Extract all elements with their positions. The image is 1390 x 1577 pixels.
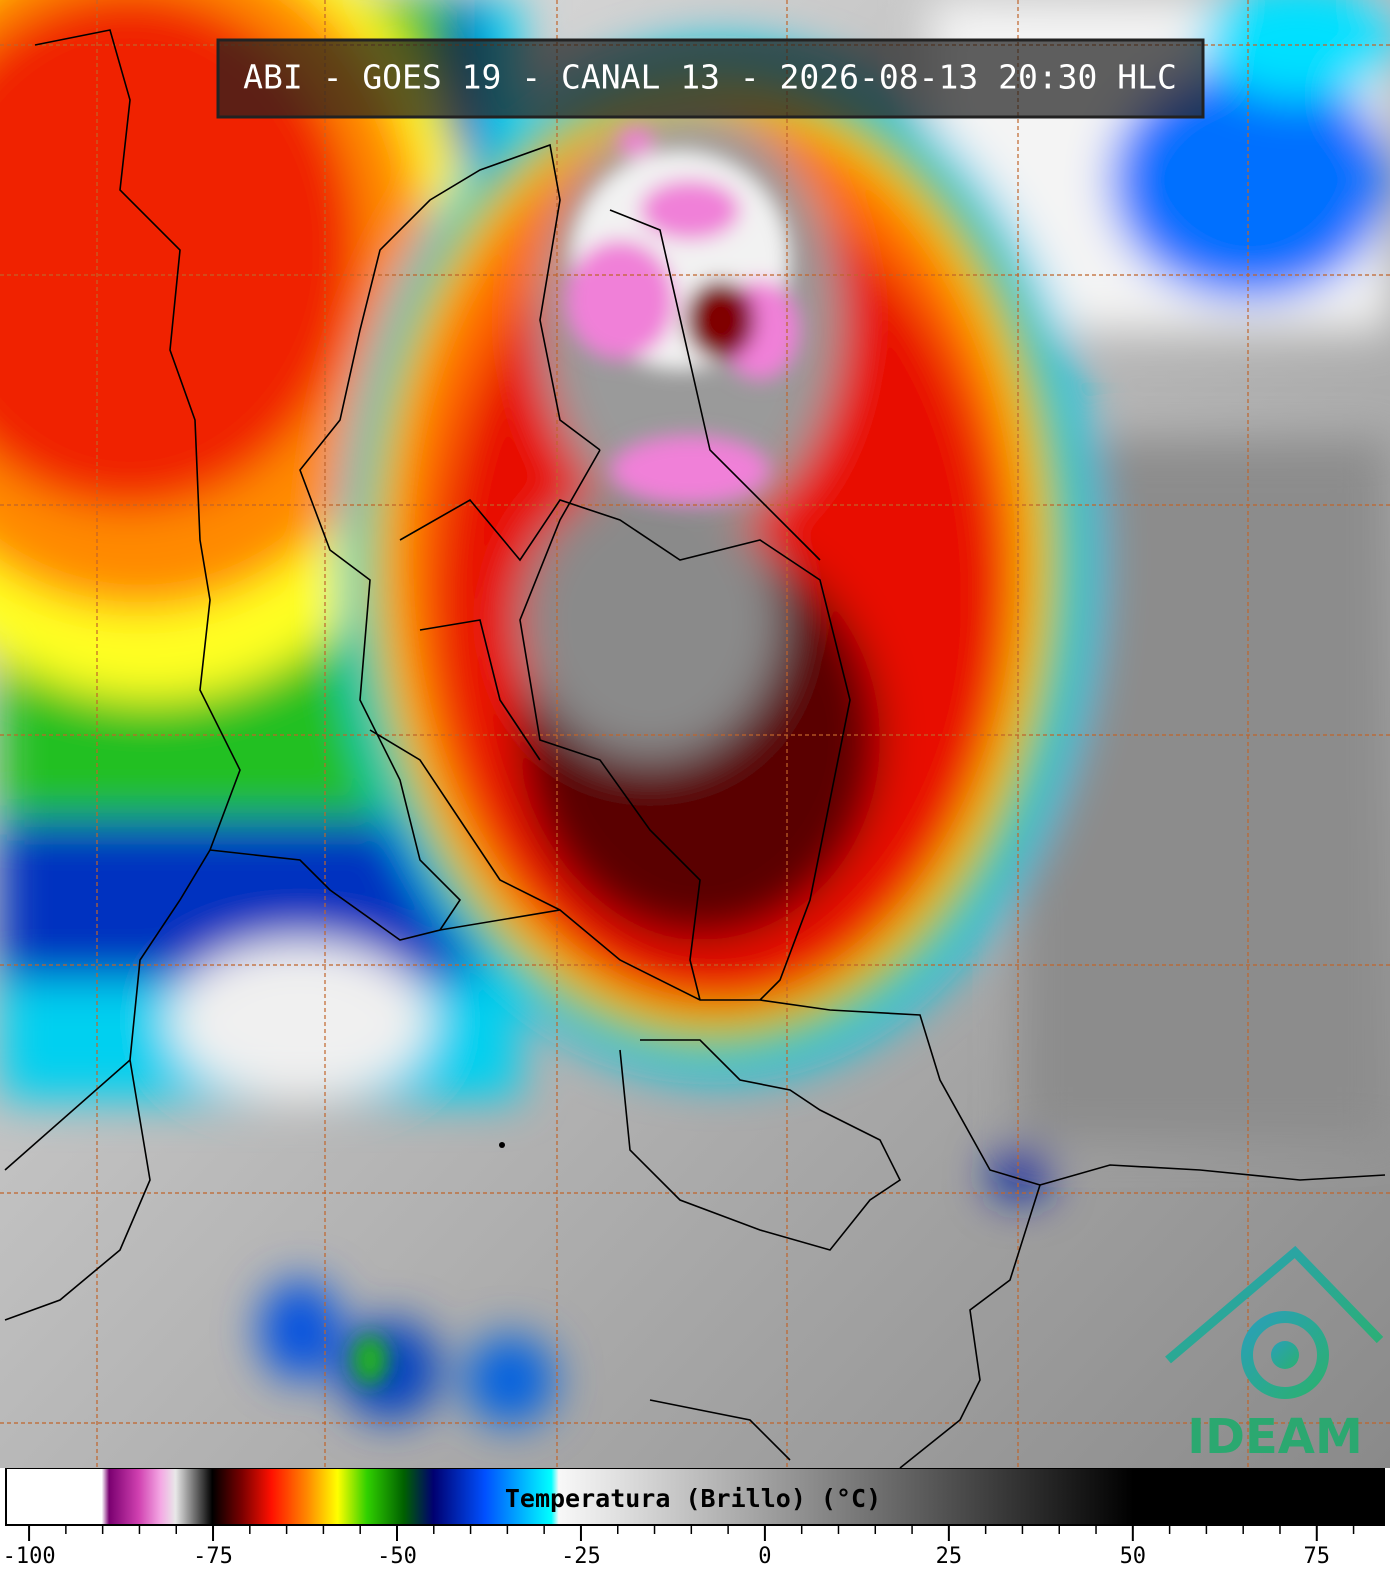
tick-label: -100 xyxy=(3,1544,56,1569)
tick-label: -75 xyxy=(193,1544,233,1569)
tick-label: -50 xyxy=(377,1544,417,1569)
colorbar-title: Temperatura (Brillo) (°C) xyxy=(505,1484,881,1513)
title-box xyxy=(216,38,1205,119)
satellite-map: IDEAM ABI - GOES 19 - CANAL 13 - 2026-08… xyxy=(0,0,1390,1468)
colorbar: Temperatura (Brillo) (°C) -100 -75 -50 -25 0… xyxy=(3,1468,1385,1569)
tick-label: 0 xyxy=(758,1544,771,1569)
title: ABI - GOES 19 - CANAL 13 - 2026-08-13 20… xyxy=(243,58,1177,97)
colorbar-scale xyxy=(5,1468,1385,1526)
cold-tops xyxy=(352,128,800,1385)
tick-label: 75 xyxy=(1304,1544,1331,1569)
tick-label: -25 xyxy=(561,1544,601,1569)
tick-label: 50 xyxy=(1120,1544,1147,1569)
tick-label: 25 xyxy=(936,1544,963,1569)
logo-text: IDEAM xyxy=(1187,1409,1362,1465)
borders xyxy=(4,29,1386,1468)
ideam-logo: IDEAM xyxy=(1165,1245,1384,1465)
